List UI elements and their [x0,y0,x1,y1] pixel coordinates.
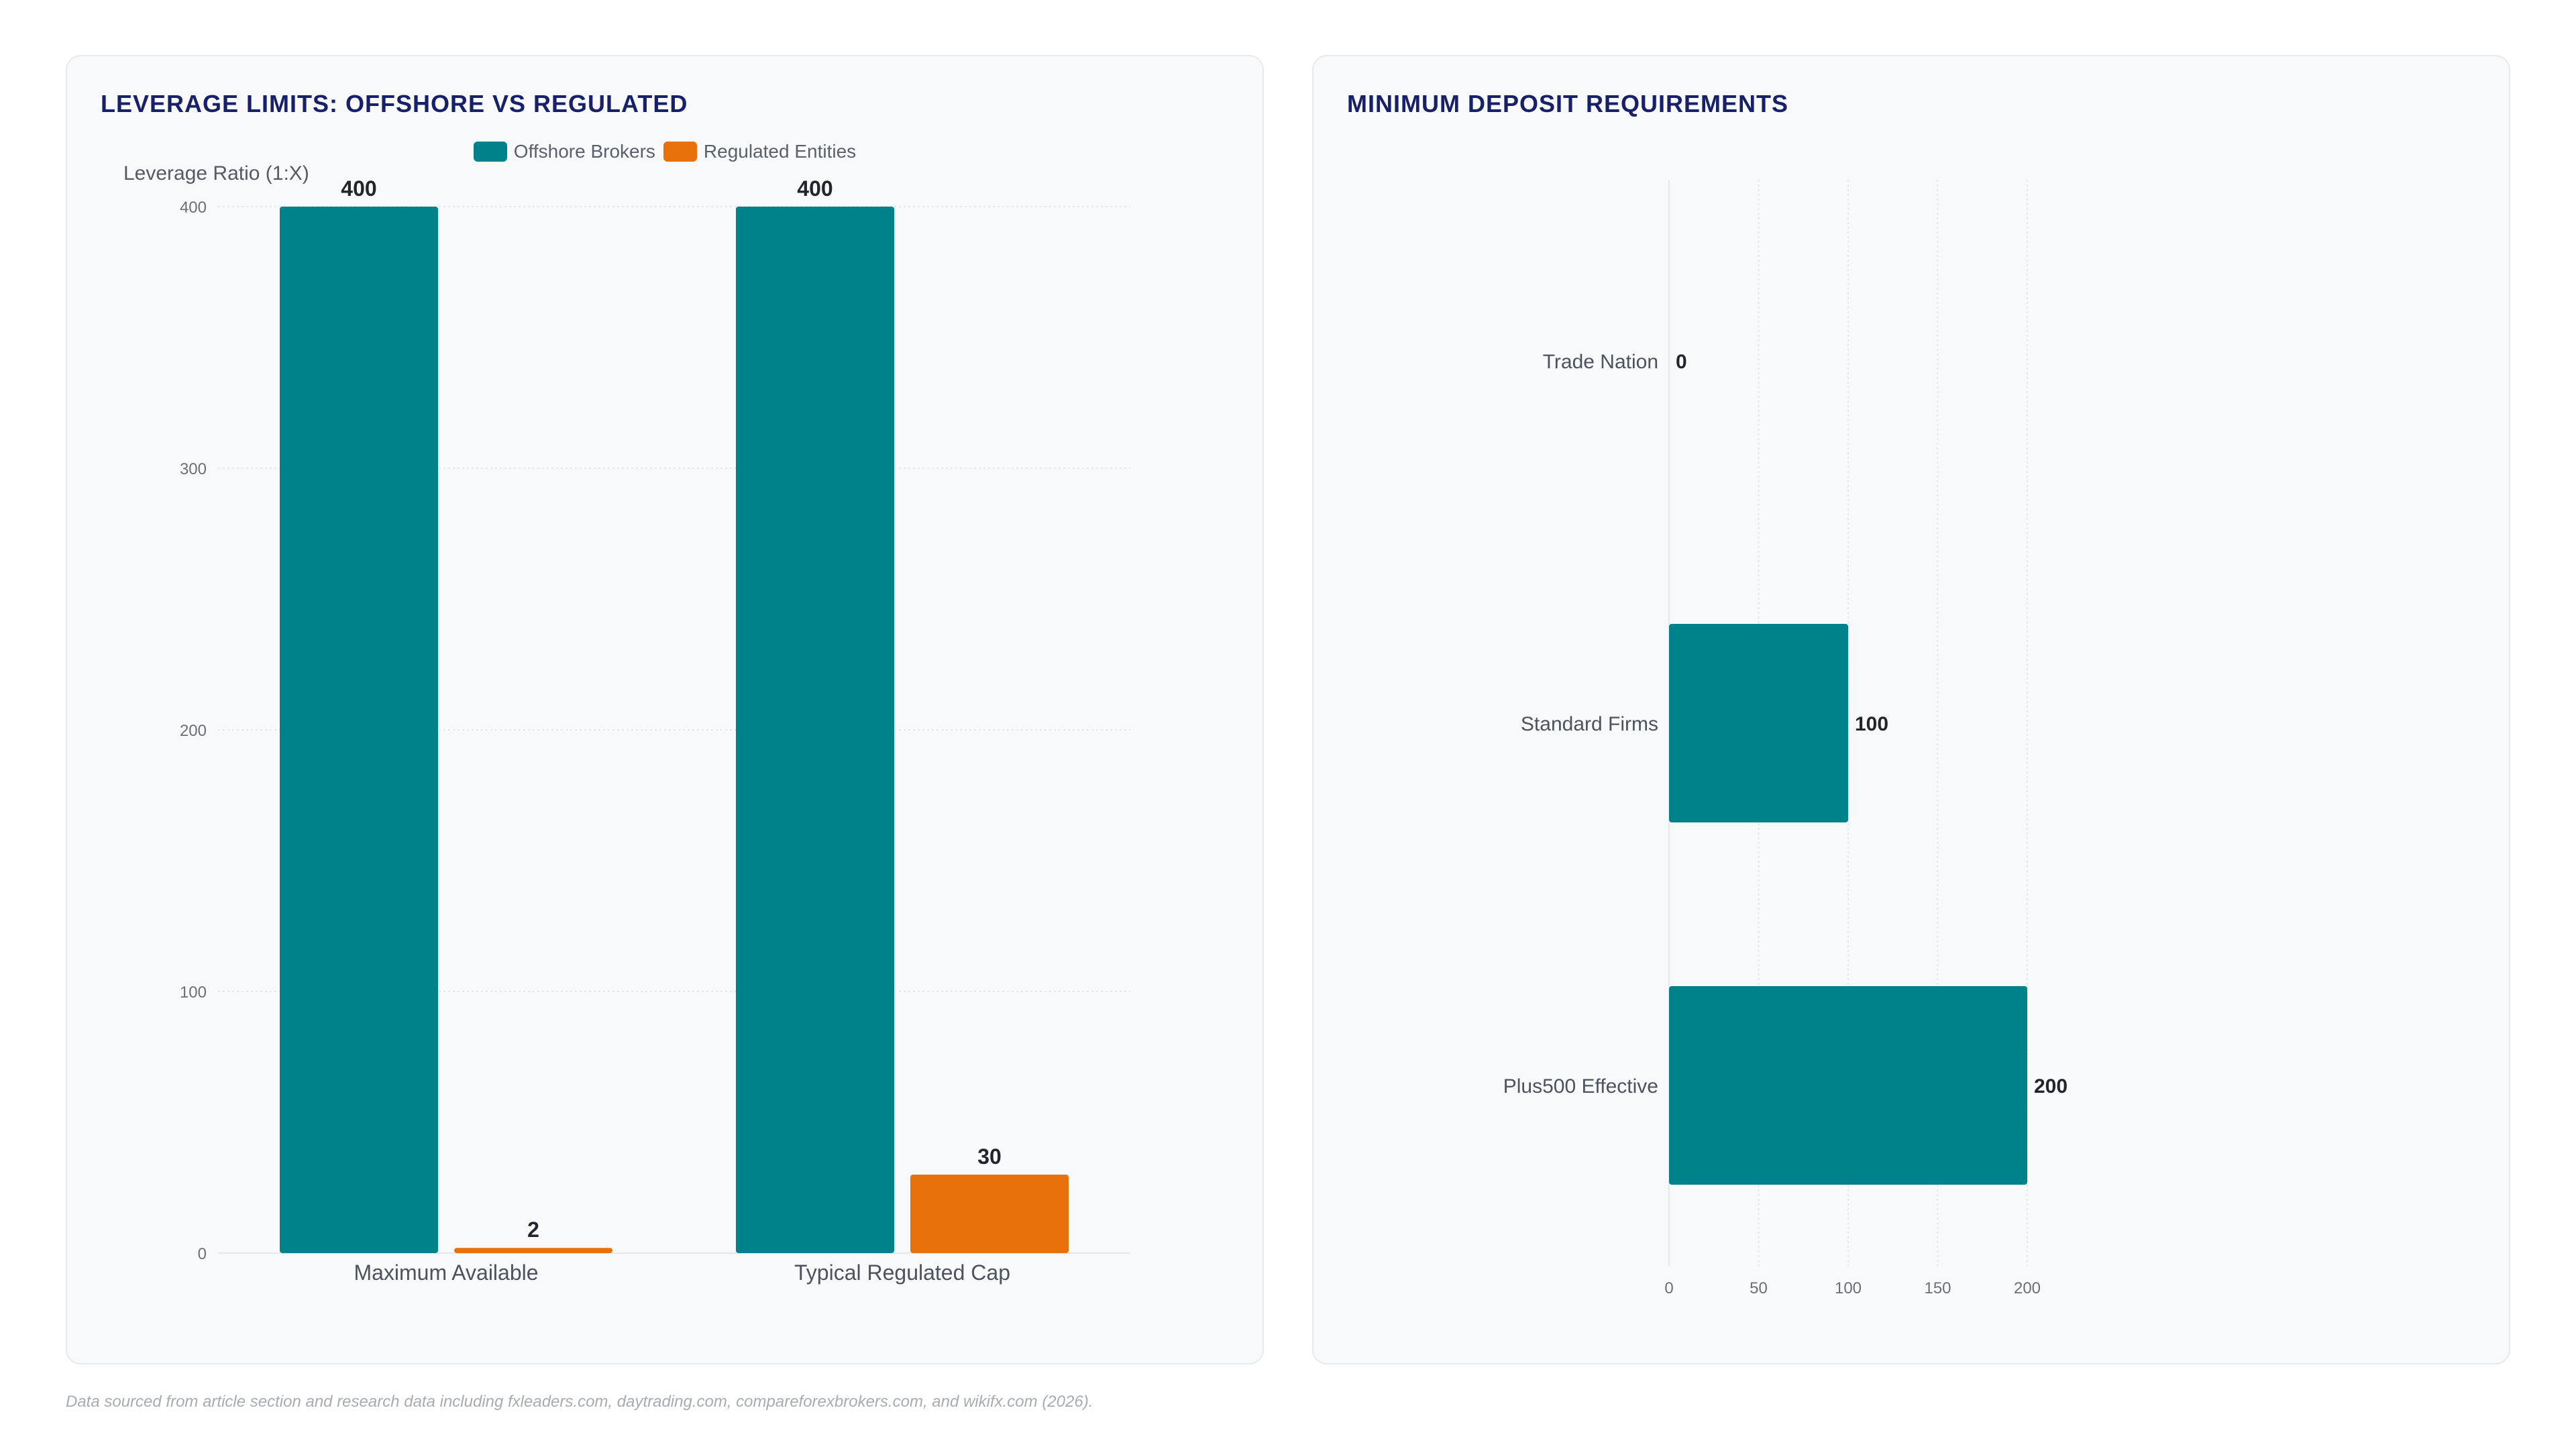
bar-standard-firms [1669,624,1848,822]
bar-regulated-entities-typical-regulated-cap [910,1175,1069,1253]
leverage-chart-card: LEVERAGE LIMITS: OFFSHORE VS REGULATED O… [66,55,1264,1364]
bar-plus500-effective [1669,986,2027,1185]
deposit-chart-plot: 0 50 100 150 200 0 Trade Nation 100 Standard Fir… [1503,180,2068,1297]
x-tick-label: 100 [1835,1279,1862,1297]
x-tick-label: 200 [2014,1279,2041,1297]
y-tick-label: Standard Firms [1521,713,1658,735]
bar-regulated-entities-maximum-available [454,1248,612,1253]
y-tick-label: 100 [180,983,207,1002]
y-axis-title: Leverage Ratio (1:X) [123,162,309,184]
bar-offshore-brokers-typical-regulated-cap [736,207,894,1253]
source-note: Data sourced from article section and re… [66,1393,1093,1411]
y-tick-label: 400 [180,199,207,217]
legend-label-offshore: Offshore Brokers [513,141,655,162]
x-tick-label: Typical Regulated Cap [794,1260,1010,1285]
data-label: 400 [341,176,376,201]
leverage-chart-plot: 0 100 200 300 400 Leverage Ratio (1:X) 400 2 Max… [123,162,1130,1285]
y-tick-label: Trade Nation [1543,351,1658,373]
y-tick-label: 300 [180,460,207,478]
data-label: 400 [797,176,833,201]
x-tick-label: 50 [1750,1279,1768,1297]
data-label: 200 [2034,1075,2068,1097]
x-tick-label: 0 [1664,1279,1673,1297]
deposit-chart-card: MINIMUM DEPOSIT REQUIREMENTS 0 50 100 150 20… [1312,55,2510,1364]
x-tick-label: 150 [1924,1279,1951,1297]
y-tick-label: Plus500 Effective [1503,1075,1658,1097]
leverage-legend: Offshore Brokers Regulated Entities [67,141,1263,162]
leverage-chart-title: LEVERAGE LIMITS: OFFSHORE VS REGULATED [101,90,688,117]
y-tick-label: 0 [198,1245,207,1263]
data-label: 0 [1676,351,1687,373]
x-tick-label: Maximum Available [354,1260,538,1285]
bar-offshore-brokers-maximum-available [280,207,438,1253]
y-tick-label: 200 [180,722,207,740]
data-label: 100 [1855,713,1888,735]
legend-swatch-offshore [473,142,507,162]
legend-item-offshore[interactable]: Offshore Brokers [473,141,655,162]
legend-swatch-regulated [663,142,697,162]
legend-label-regulated: Regulated Entities [703,141,857,162]
deposit-chart-title: MINIMUM DEPOSIT REQUIREMENTS [1347,90,1789,117]
data-label: 2 [527,1218,539,1242]
legend-item-regulated[interactable]: Regulated Entities [663,141,856,162]
data-label: 30 [977,1144,1002,1169]
